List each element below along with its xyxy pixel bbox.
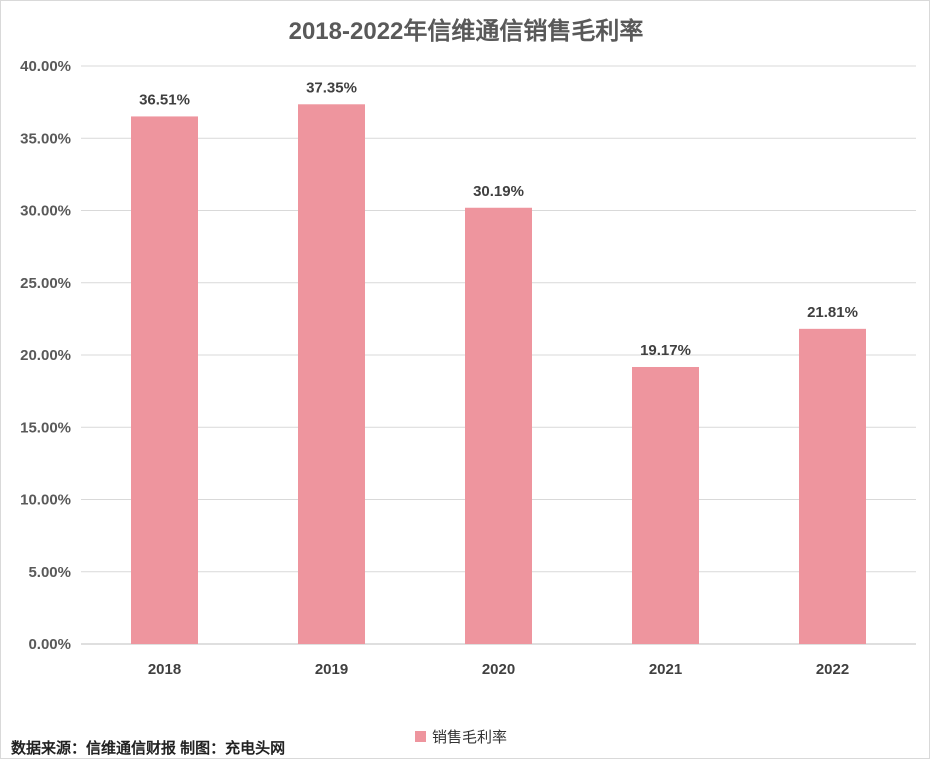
data-label: 36.51% xyxy=(139,91,190,108)
y-tick-label: 30.00% xyxy=(20,203,71,220)
legend: 销售毛利率 xyxy=(415,726,507,747)
legend-label: 销售毛利率 xyxy=(432,729,508,746)
data-label: 37.35% xyxy=(306,79,357,96)
y-tick-label: 5.00% xyxy=(28,564,71,581)
chart-title: 2018-2022年信维通信销售毛利率 xyxy=(288,18,644,45)
x-tick-label: 2022 xyxy=(816,661,849,678)
y-tick-label: 40.00% xyxy=(20,58,71,75)
bar xyxy=(131,116,198,645)
legend-swatch xyxy=(415,731,426,742)
source-note: 数据来源：信维通信财报 制图：充电头网 xyxy=(11,740,286,757)
bar xyxy=(298,104,365,645)
y-tick-label: 15.00% xyxy=(20,419,71,436)
x-tick-label: 2020 xyxy=(482,661,515,678)
y-tick-label: 10.00% xyxy=(20,492,71,509)
y-tick-label: 25.00% xyxy=(20,275,71,292)
x-tick-label: 2019 xyxy=(315,661,348,678)
bar xyxy=(465,207,532,644)
bar xyxy=(799,328,866,644)
y-tick-label: 35.00% xyxy=(20,130,71,147)
data-label: 19.17% xyxy=(640,342,691,359)
y-tick-label: 20.00% xyxy=(20,347,71,364)
bar xyxy=(632,366,699,644)
y-tick-label: 0.00% xyxy=(28,636,71,653)
data-label: 30.19% xyxy=(473,183,524,200)
data-label: 21.81% xyxy=(807,304,858,321)
x-tick-label: 2018 xyxy=(148,661,181,678)
x-tick-label: 2021 xyxy=(649,661,682,678)
